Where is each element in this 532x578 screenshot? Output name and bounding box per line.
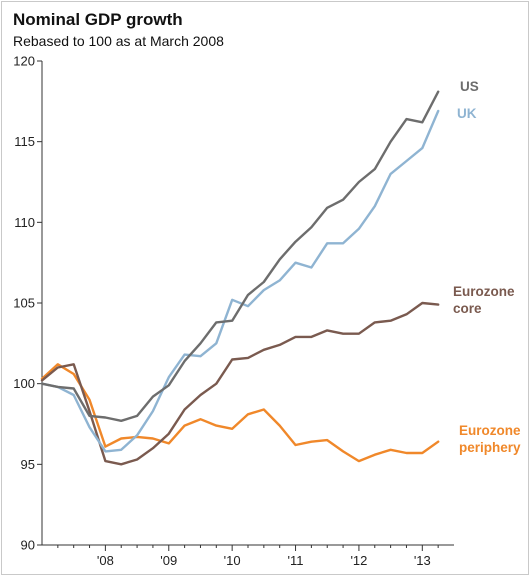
series-label-line: Eurozone: [459, 423, 521, 438]
series-label-us: US: [460, 79, 479, 94]
axes: 90 95 100 105 110 115 120 '08 '09 '10 '11 '12 '13: [13, 54, 454, 568]
series-label-eurozone-periphery: Eurozone periphery: [459, 423, 521, 455]
x-tick-label: '12: [350, 553, 367, 568]
series-label-line: UK: [457, 106, 477, 121]
series-lines: [40, 90, 440, 466]
series-label-line: Eurozone: [453, 284, 515, 299]
series-line-us: [40, 90, 440, 422]
series-label-line: periphery: [459, 440, 521, 455]
series-line-uk: [40, 109, 440, 453]
y-tick-label: 120: [13, 54, 35, 69]
series-labels: US UK Eurozone core Eurozone periphery: [453, 79, 521, 455]
series-label-uk: UK: [457, 106, 477, 121]
chart-title: Nominal GDP growth: [13, 10, 183, 29]
x-tick-label: '11: [288, 553, 304, 568]
y-tick-label: 100: [13, 376, 35, 391]
y-tick-label: 95: [21, 457, 35, 472]
y-tick-label: 115: [14, 134, 35, 149]
series-label-eurozone-core: Eurozone core: [453, 284, 515, 316]
y-tick-label: 90: [21, 538, 35, 553]
y-tick-label: 110: [14, 215, 35, 230]
series-label-line: US: [460, 79, 479, 94]
x-tick-label: '09: [160, 553, 177, 568]
x-tick-label: '13: [414, 553, 431, 568]
x-tick-label: '10: [224, 553, 241, 568]
series-line-eurozone-periphery: [40, 363, 440, 463]
x-tick-label: '08: [97, 553, 114, 568]
series-line-eurozone-core: [40, 301, 440, 466]
y-tick-label: 105: [13, 296, 35, 311]
series-label-line: core: [453, 301, 482, 316]
chart-subtitle: Rebased to 100 as at March 2008: [13, 33, 224, 49]
